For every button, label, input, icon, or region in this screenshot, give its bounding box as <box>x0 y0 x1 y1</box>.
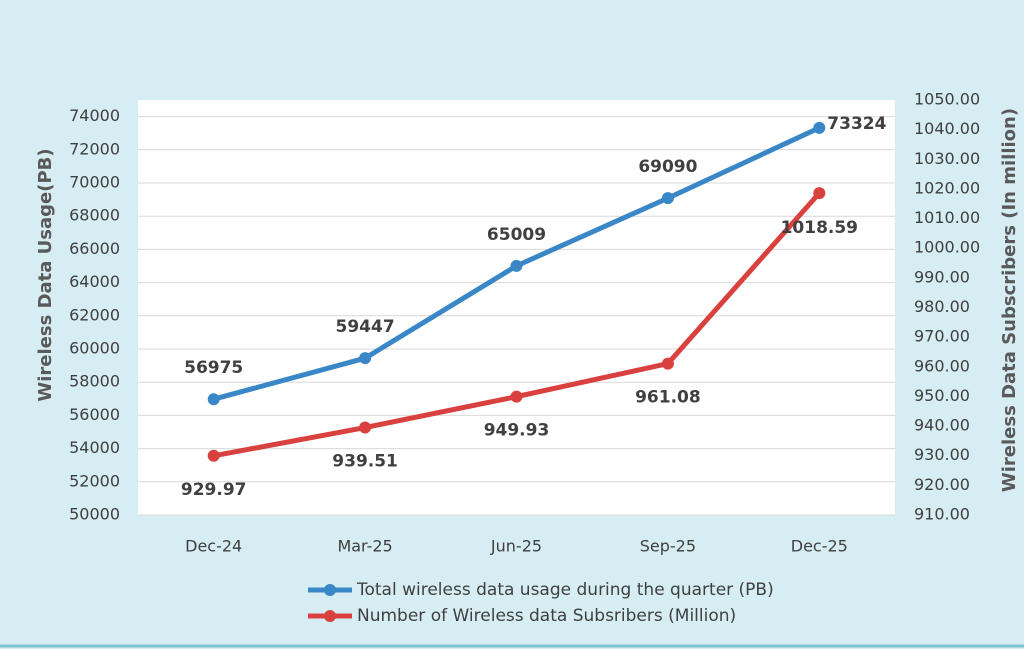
point <box>661 357 674 370</box>
point <box>813 187 826 200</box>
y2-tick-label: 1030.00 <box>914 149 980 168</box>
point <box>207 449 220 462</box>
y-tick-label: 70000 <box>69 173 120 192</box>
plot-area <box>138 100 895 515</box>
y-tick-label: 60000 <box>69 339 120 358</box>
data-label: 949.93 <box>484 421 550 441</box>
legend-marker <box>324 584 336 596</box>
y-tick-label: 72000 <box>69 139 120 158</box>
y2-tick-label: 1000.00 <box>914 238 980 257</box>
y2-tick-label: 940.00 <box>914 416 970 435</box>
y2-tick-label: 910.00 <box>914 505 970 524</box>
data-label: 65009 <box>487 225 546 245</box>
y-tick-label: 62000 <box>69 305 120 324</box>
x-tick-label: Mar-25 <box>337 537 392 556</box>
y-tick-label: 52000 <box>69 471 120 490</box>
y2-tick-label: 960.00 <box>914 356 970 375</box>
y2-tick-label: 970.00 <box>914 327 970 346</box>
y2-tick-label: 930.00 <box>914 445 970 464</box>
point <box>510 390 523 403</box>
data-label: 961.08 <box>635 388 701 408</box>
point <box>359 421 372 434</box>
legend-label: Total wireless data usage during the qua… <box>356 580 774 600</box>
data-label: 939.51 <box>332 452 398 472</box>
point <box>207 393 220 406</box>
y-tick-label: 54000 <box>69 438 120 457</box>
point <box>510 259 523 272</box>
point <box>359 352 372 365</box>
y-tick-label: 50000 <box>69 505 120 524</box>
y-axis-title: Wireless Data Usage(PB) <box>35 148 56 401</box>
legend-label: Number of Wireless data Subsribers (Mill… <box>357 606 736 626</box>
y-tick-label: 64000 <box>69 272 120 291</box>
point <box>813 121 826 134</box>
y-tick-label: 74000 <box>69 106 120 125</box>
y2-tick-label: 1020.00 <box>914 178 980 197</box>
data-label: 73324 <box>827 114 886 134</box>
x-tick-label: Sep-25 <box>640 537 696 556</box>
y2-tick-label: 1010.00 <box>914 208 980 227</box>
y2-tick-label: 980.00 <box>914 297 970 316</box>
y2-tick-label: 1050.00 <box>914 90 980 109</box>
data-label: 69090 <box>638 157 697 177</box>
y-tick-label: 66000 <box>69 239 120 258</box>
y2-tick-label: 950.00 <box>914 386 970 405</box>
legend-marker <box>324 610 336 622</box>
data-label: 929.97 <box>181 480 247 500</box>
y2-tick-label: 1040.00 <box>914 119 980 138</box>
data-label: 59447 <box>336 317 395 337</box>
y-tick-label: 58000 <box>69 372 120 391</box>
x-tick-label: Dec-24 <box>185 537 242 556</box>
y2-tick-label: 990.00 <box>914 267 970 286</box>
data-label: 1018.59 <box>781 218 858 238</box>
x-tick-label: Jun-25 <box>490 537 542 556</box>
y-tick-label: 68000 <box>69 206 120 225</box>
point <box>661 192 674 205</box>
x-tick-label: Dec-25 <box>791 537 848 556</box>
y2-axis-title: Wireless Data Subscribers (In million) <box>999 108 1020 492</box>
data-label: 56975 <box>184 358 243 378</box>
y-tick-label: 56000 <box>69 405 120 424</box>
y2-tick-label: 920.00 <box>914 475 970 494</box>
